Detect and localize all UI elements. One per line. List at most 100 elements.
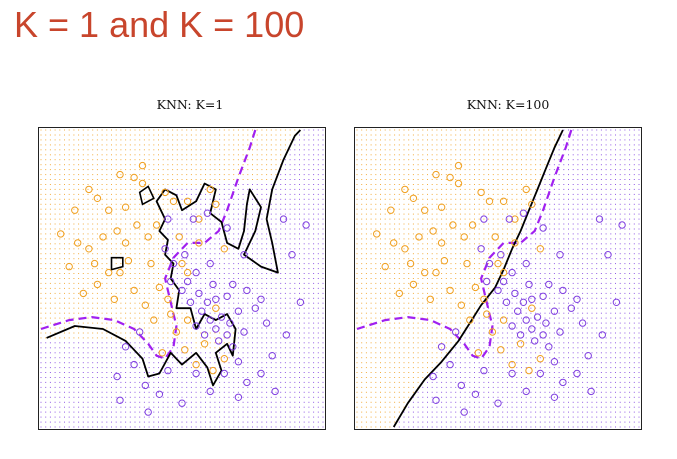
point-purple-58 <box>161 245 169 253</box>
point-orange-14 <box>121 239 130 247</box>
point-purple-48 <box>494 399 502 407</box>
point-purple-46 <box>155 390 164 398</box>
point-purple-51 <box>192 369 200 378</box>
point-orange-35 <box>195 239 203 247</box>
region-dots <box>356 129 640 428</box>
point-orange-39 <box>474 349 483 357</box>
point-orange-0 <box>116 170 124 179</box>
point-purple-29 <box>559 378 567 387</box>
point-purple-20 <box>528 295 536 304</box>
point-purple-42 <box>437 343 446 351</box>
point-orange-27 <box>457 301 466 309</box>
point-orange-22 <box>130 286 138 295</box>
point-orange-31 <box>172 328 181 336</box>
point-purple-53 <box>452 328 460 336</box>
point-purple-51 <box>508 369 516 378</box>
point-purple-44 <box>429 372 437 381</box>
point-purple-42 <box>121 343 130 351</box>
panel-title-k100: KNN: K=100 <box>466 97 550 112</box>
point-orange-23 <box>93 280 102 289</box>
knn-boundary-line <box>392 129 564 428</box>
point-orange-9 <box>421 206 429 214</box>
point-purple-43 <box>446 360 454 369</box>
point-orange-36 <box>175 233 183 241</box>
point-purple-35 <box>618 221 626 229</box>
point-orange-1 <box>130 173 138 182</box>
point-purple-48 <box>178 399 186 407</box>
point-orange-35 <box>511 239 519 247</box>
point-orange-4 <box>485 197 494 206</box>
point-orange-29 <box>150 316 158 324</box>
point-purple-9 <box>522 316 530 324</box>
point-purple-10 <box>212 325 220 333</box>
point-orange-21 <box>432 268 440 277</box>
point-purple-14 <box>542 319 550 327</box>
point-purple-7 <box>186 298 195 307</box>
point-orange-28 <box>164 295 172 304</box>
point-purple-40 <box>189 215 198 223</box>
point-orange-45 <box>124 257 133 265</box>
point-purple-12 <box>223 331 231 339</box>
point-orange-17 <box>390 239 398 247</box>
point-purple-34 <box>288 251 296 259</box>
point-orange-4 <box>169 197 178 206</box>
point-purple-5 <box>203 298 212 307</box>
point-orange-10 <box>121 203 130 211</box>
point-purple-54 <box>234 393 243 401</box>
point-purple-59 <box>522 259 530 268</box>
point-orange-45 <box>440 257 449 265</box>
point-purple-24 <box>567 304 576 312</box>
point-purple-21 <box>539 292 547 301</box>
point-orange-20 <box>105 268 113 277</box>
point-orange-6 <box>195 215 203 223</box>
point-purple-12 <box>539 331 547 339</box>
knn-k1-plot <box>38 127 326 430</box>
point-purple-2 <box>183 277 192 286</box>
point-orange-47 <box>110 295 119 304</box>
point-purple-39 <box>223 224 231 232</box>
point-orange-20 <box>421 268 429 277</box>
point-orange-3 <box>477 188 485 197</box>
point-purple-46 <box>471 390 480 398</box>
point-orange-41 <box>525 366 533 375</box>
point-orange-0 <box>432 170 440 179</box>
point-purple-4 <box>195 289 203 298</box>
point-orange-34 <box>528 200 536 209</box>
point-purple-32 <box>598 331 607 339</box>
point-orange-26 <box>155 283 164 292</box>
point-orange-14 <box>437 239 446 247</box>
point-orange-24 <box>395 289 403 298</box>
point-orange-16 <box>85 245 93 253</box>
point-purple-57 <box>483 277 491 286</box>
point-orange-48 <box>536 355 545 363</box>
point-orange-32 <box>499 316 508 324</box>
point-purple-21 <box>223 292 231 301</box>
point-purple-9 <box>206 316 214 324</box>
point-orange-18 <box>65 262 73 271</box>
point-purple-7 <box>502 298 511 307</box>
point-purple-14 <box>226 319 234 327</box>
point-purple-13 <box>545 343 553 351</box>
point-purple-45 <box>457 381 466 390</box>
point-orange-30 <box>167 310 175 318</box>
point-purple-18 <box>200 331 209 339</box>
point-orange-51 <box>178 259 186 268</box>
point-orange-8 <box>409 194 418 203</box>
point-purple-56 <box>178 286 186 295</box>
point-orange-19 <box>90 259 99 268</box>
point-purple-17 <box>192 322 200 330</box>
region-dots <box>40 129 324 428</box>
point-orange-18 <box>381 262 389 271</box>
point-orange-24 <box>79 289 87 298</box>
point-orange-46 <box>71 206 79 214</box>
point-purple-26 <box>578 319 587 327</box>
point-orange-27 <box>141 301 150 309</box>
point-orange-48 <box>220 355 229 363</box>
point-purple-53 <box>136 328 144 336</box>
plot-frame <box>38 127 326 430</box>
point-orange-25 <box>463 259 471 268</box>
plot-frame <box>354 127 642 430</box>
point-purple-41 <box>164 215 172 223</box>
point-purple-16 <box>240 328 248 336</box>
point-purple-45 <box>141 381 150 390</box>
